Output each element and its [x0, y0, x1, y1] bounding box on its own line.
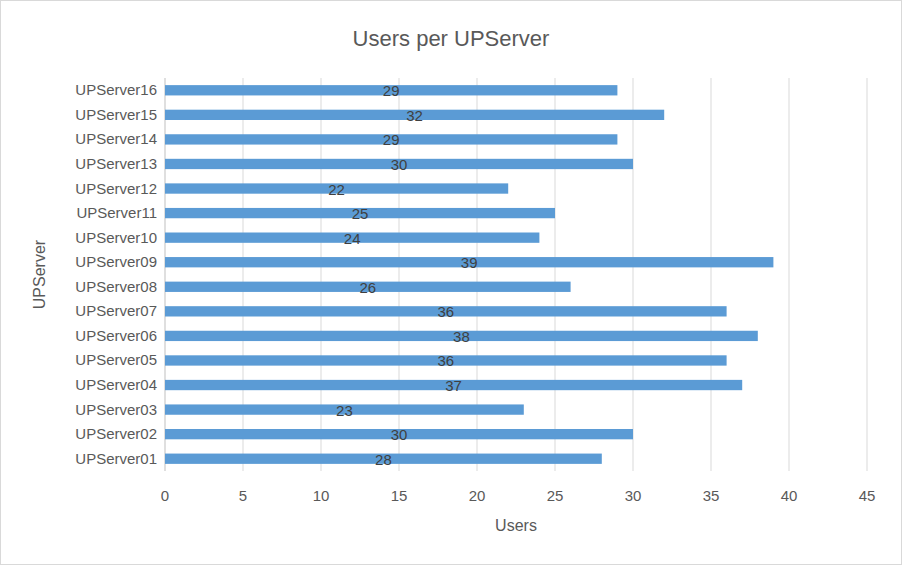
grid-line — [789, 78, 790, 471]
data-label: 38 — [453, 328, 470, 345]
data-label: 29 — [383, 131, 400, 148]
category-label: UPServer15 — [75, 106, 157, 123]
category-label: UPServer13 — [75, 155, 157, 172]
data-label: 23 — [336, 402, 353, 419]
grid-line — [633, 78, 634, 471]
category-label: UPServer06 — [75, 327, 157, 344]
tick-label: 25 — [547, 487, 564, 504]
grid-line — [867, 78, 868, 471]
category-label: UPServer08 — [75, 278, 157, 295]
data-label: 30 — [391, 156, 408, 173]
data-label: 36 — [437, 352, 454, 369]
chart-title: Users per UPServer — [353, 26, 550, 51]
category-label: UPServer12 — [75, 180, 157, 197]
tick-label: 0 — [161, 487, 169, 504]
category-label: UPServer07 — [75, 302, 157, 319]
tick-label: 20 — [469, 487, 486, 504]
tick-label: 15 — [391, 487, 408, 504]
category-label: UPServer09 — [75, 253, 157, 270]
category-label: UPServer04 — [75, 376, 157, 393]
category-label: UPServer11 — [76, 204, 157, 221]
data-label: 22 — [328, 181, 345, 198]
data-label: 28 — [375, 451, 392, 468]
data-label: 26 — [359, 279, 376, 296]
chart-frame — [1, 1, 902, 565]
category-label: UPServer05 — [75, 351, 157, 368]
category-label: UPServer14 — [75, 130, 157, 147]
data-label: 36 — [437, 303, 454, 320]
tick-label: 5 — [239, 487, 247, 504]
tick-label: 30 — [625, 487, 642, 504]
bars — [165, 85, 773, 464]
category-label: UPServer02 — [75, 425, 157, 442]
data-label: 25 — [352, 205, 369, 222]
data-label: 39 — [461, 254, 478, 271]
grid-line — [711, 78, 712, 471]
chart-root: 0 5 10 15 20 25 30 35 40 45 UPServer01 UPServer02 UP… — [0, 0, 902, 565]
x-axis-title: Users — [495, 517, 537, 534]
category-label: UPServer01 — [75, 450, 157, 467]
tick-label: 35 — [703, 487, 720, 504]
data-label: 30 — [391, 426, 408, 443]
chart: 0 5 10 15 20 25 30 35 40 45 UPServer01 UPServer02 UP… — [0, 0, 902, 565]
tick-label: 10 — [313, 487, 330, 504]
data-label: 37 — [445, 377, 462, 394]
data-label: 29 — [383, 82, 400, 99]
category-label: UPServer03 — [75, 401, 157, 418]
category-label: UPServer10 — [75, 229, 157, 246]
tick-label: 40 — [781, 487, 798, 504]
y-axis-title: UPServer — [31, 239, 48, 309]
data-label: 24 — [344, 230, 361, 247]
tick-label: 45 — [859, 487, 876, 504]
category-label: UPServer16 — [75, 81, 157, 98]
data-label: 32 — [406, 107, 423, 124]
